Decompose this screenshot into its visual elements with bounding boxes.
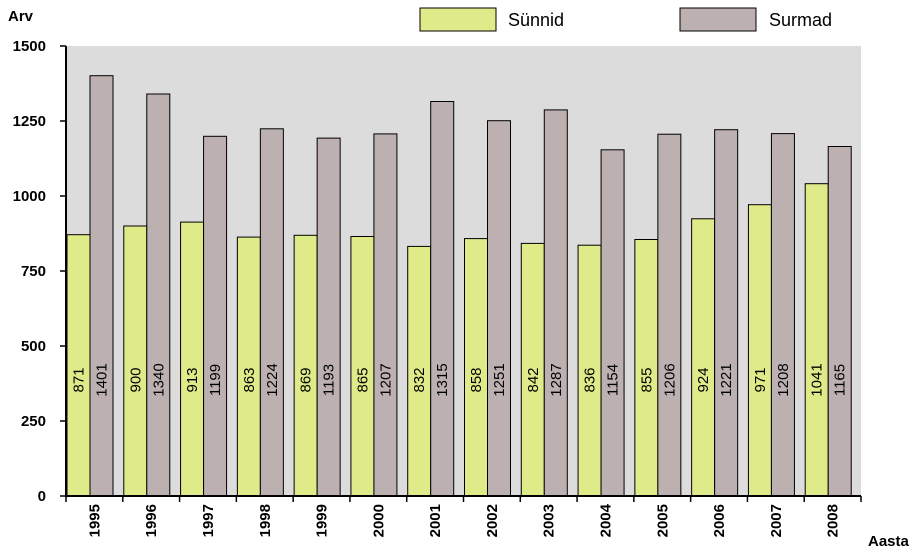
data-label-sunnid-1999: 869 (298, 367, 315, 392)
bar-surmad-2006 (714, 129, 739, 497)
data-label-surmad-2002: 1251 (491, 363, 508, 396)
y-tick-label-1500: 1500 (13, 38, 46, 55)
bar-surmad-2004 (600, 149, 625, 497)
legend-label-sunnid: Sünnid (508, 10, 564, 30)
bar-surmad-1995 (89, 75, 114, 497)
y-tick-label-250: 250 (21, 413, 46, 430)
y-tick-label-0: 0 (38, 488, 46, 505)
x-tick-label-2000: 2000 (370, 504, 387, 537)
bar-surmad-2008 (827, 146, 852, 497)
data-label-surmad-2003: 1287 (548, 363, 565, 396)
y-tick-label-1250: 1250 (13, 113, 46, 130)
x-tick-label-1996: 1996 (143, 504, 160, 537)
x-tick-label-2003: 2003 (541, 504, 558, 537)
legend-label-surmad: Surmad (769, 10, 832, 30)
axes-layer: 0 250 500 750 1000 1250 1500 1995 1996 1997 1998 19… (13, 38, 862, 537)
x-tick-label-2005: 2005 (654, 504, 671, 537)
bar-sunnid-2002 (464, 238, 488, 497)
data-label-surmad-1995: 1401 (94, 363, 111, 396)
y-tick-label-1000: 1000 (13, 188, 46, 205)
bars-layer: 871 1401 900 1340 913 1199 863 1224 869 1193 865 12… (66, 75, 852, 497)
bar-surmad-2007 (770, 133, 795, 497)
x-axis-title: Aasta (868, 533, 910, 550)
bar-surmad-1997 (203, 135, 228, 497)
x-tick-label-2002: 2002 (484, 504, 501, 537)
data-label-sunnid-1996: 900 (127, 367, 144, 392)
data-label-surmad-1996: 1340 (150, 363, 167, 396)
data-label-sunnid-2005: 855 (638, 367, 655, 392)
bar-sunnid-1995 (66, 234, 91, 497)
data-label-surmad-2004: 1154 (605, 364, 622, 396)
bar-sunnid-2008 (804, 183, 829, 497)
bar-sunnid-2006 (691, 218, 716, 497)
data-label-sunnid-2004: 836 (582, 367, 599, 392)
x-tick-label-2007: 2007 (768, 504, 785, 537)
data-label-surmad-1998: 1224 (264, 363, 281, 396)
data-label-sunnid-2006: 924 (695, 367, 712, 392)
bar-surmad-1999 (316, 137, 341, 497)
x-tick-label-2008: 2008 (825, 504, 842, 537)
x-tick-label-1998: 1998 (257, 504, 274, 537)
x-tick-label-2004: 2004 (597, 503, 614, 537)
data-label-sunnid-2002: 858 (468, 367, 485, 392)
data-label-sunnid-1997: 913 (184, 367, 201, 392)
data-label-surmad-2007: 1208 (775, 363, 792, 396)
data-label-surmad-2008: 1165 (832, 364, 849, 396)
x-tick-label-2006: 2006 (711, 504, 728, 537)
legend-swatch-sunnid (419, 7, 497, 32)
bar-sunnid-1998 (236, 236, 261, 497)
bar-sunnid-2000 (350, 236, 375, 497)
bar-surmad-1998 (259, 128, 284, 497)
legend: Sünnid Surmad (419, 7, 832, 32)
x-tick-label-1997: 1997 (200, 504, 217, 537)
data-label-sunnid-2008: 1041 (809, 363, 826, 396)
bar-surmad-2000 (373, 133, 398, 497)
data-label-sunnid-2000: 865 (354, 367, 371, 392)
data-label-surmad-2006: 1221 (718, 363, 735, 396)
data-label-surmad-1997: 1199 (207, 364, 224, 396)
data-label-sunnid-2007: 971 (752, 367, 769, 392)
bar-surmad-2001 (430, 101, 455, 497)
y-tick-label-500: 500 (21, 338, 46, 355)
x-tick-label-2001: 2001 (427, 504, 444, 537)
bar-surmad-2002 (487, 120, 511, 497)
x-tick-label-1999: 1999 (314, 504, 331, 537)
bar-surmad-2003 (543, 109, 568, 497)
bar-sunnid-2007 (747, 204, 772, 497)
bar-surmad-1996 (146, 93, 171, 497)
legend-swatch-surmad (679, 7, 757, 32)
x-tick-label-1995: 1995 (86, 504, 103, 537)
data-label-surmad-2001: 1315 (434, 363, 451, 396)
y-axis-title: Arv (8, 8, 34, 25)
data-label-surmad-2005: 1206 (661, 363, 678, 396)
data-label-sunnid-1995: 871 (71, 367, 88, 392)
data-label-sunnid-1998: 863 (241, 367, 258, 392)
data-label-surmad-1999: 1193 (321, 364, 338, 396)
bar-sunnid-1996 (123, 225, 148, 497)
bar-surmad-2005 (657, 133, 682, 497)
bar-sunnid-1997 (180, 221, 205, 497)
data-label-surmad-2000: 1207 (377, 363, 394, 396)
data-label-sunnid-2001: 832 (411, 367, 428, 392)
data-label-sunnid-2003: 842 (525, 367, 542, 392)
bar-sunnid-1999 (293, 234, 318, 497)
y-tick-label-750: 750 (21, 263, 46, 280)
